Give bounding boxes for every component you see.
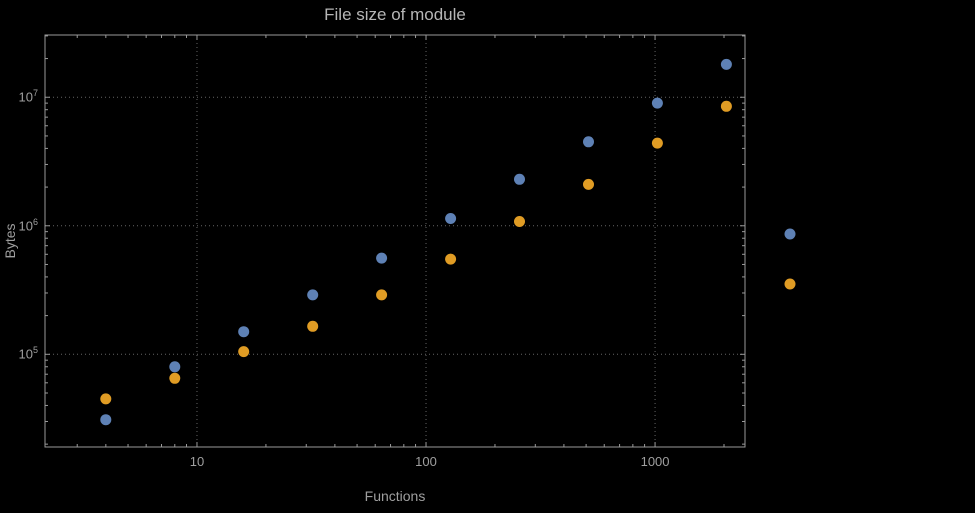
data-point-series-2	[514, 216, 525, 227]
data-point-series-1	[651, 97, 663, 109]
data-point-series-2	[720, 100, 732, 112]
data-point-series-1	[238, 326, 250, 338]
data-point-series-1	[514, 173, 525, 185]
y-axis-label: Bytes	[2, 223, 18, 259]
data-point-series-2	[376, 289, 388, 301]
data-point-series-1	[583, 136, 594, 148]
x-axis-label: Functions	[364, 488, 426, 504]
data-point-series-2	[238, 346, 250, 358]
data-point-series-1	[445, 213, 457, 224]
y-tick-label: 105	[18, 345, 38, 362]
data-point-series-2	[307, 320, 319, 332]
y-tick-label: 107	[18, 88, 38, 105]
data-point-series-1	[169, 361, 181, 373]
data-point-series-2	[169, 372, 181, 384]
legend-marker	[784, 228, 796, 240]
data-point-series-1	[376, 252, 388, 264]
plot-frame	[44, 34, 746, 448]
data-point-series-1	[307, 289, 319, 301]
x-tick-label: 100	[415, 454, 437, 469]
data-point-series-2	[583, 178, 594, 190]
chart-title: File size of module	[324, 5, 466, 24]
data-point-series-2	[445, 253, 457, 265]
data-point-series-2	[100, 393, 112, 405]
data-point-series-2	[651, 137, 663, 149]
data-point-series-1	[720, 58, 732, 70]
y-tick-label: 106	[18, 216, 38, 234]
x-tick-label: 10	[189, 454, 205, 469]
x-tick-label: 1000	[640, 454, 670, 469]
data-point-series-1	[100, 414, 112, 426]
legend-marker	[784, 278, 796, 290]
